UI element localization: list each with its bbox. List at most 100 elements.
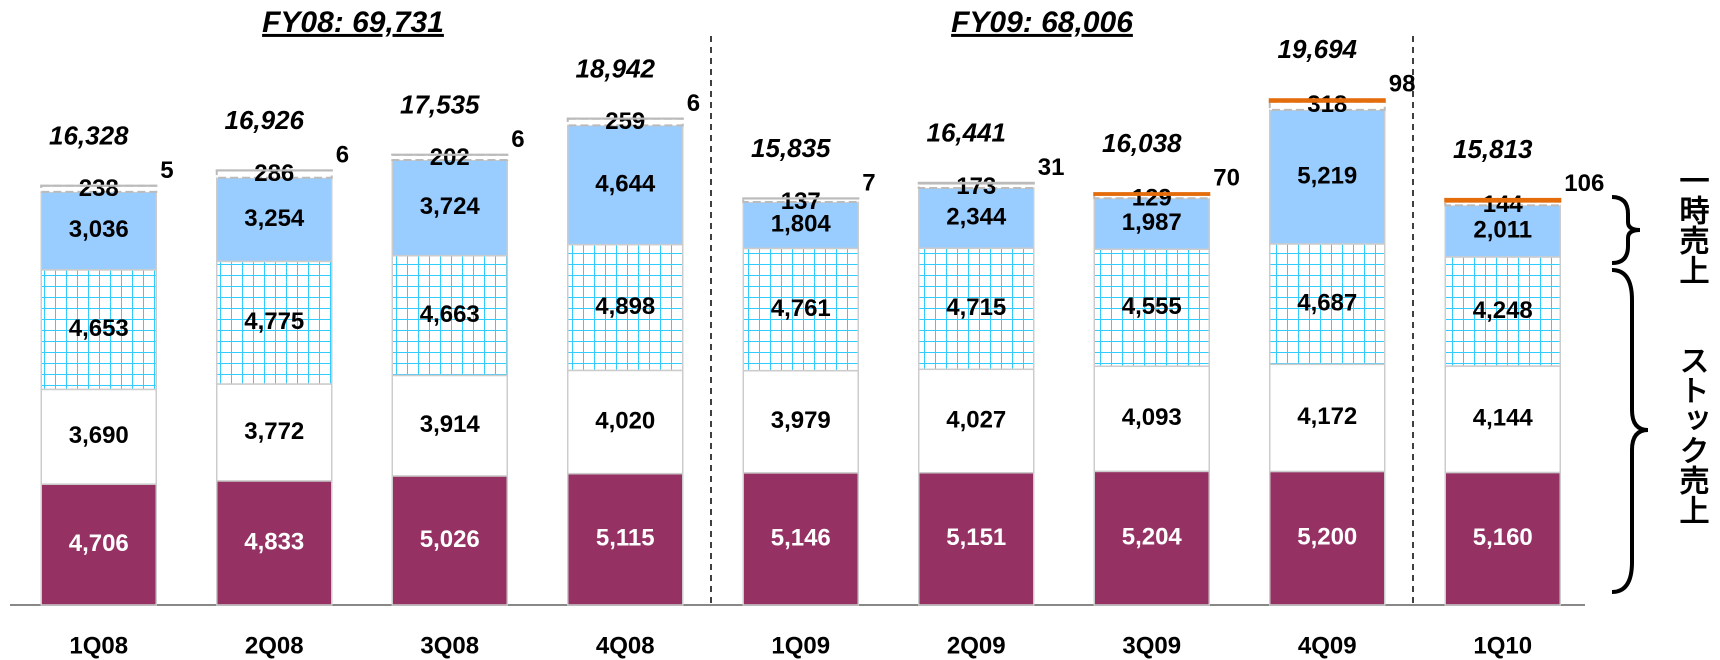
bar-segment (742, 247, 859, 372)
bar-segment (1093, 470, 1210, 606)
bar-segment (567, 243, 684, 372)
bar-segment (1444, 200, 1562, 207)
brace (1611, 195, 1641, 265)
value-label: 4,144 (1473, 405, 1534, 432)
value-label: 259 (605, 108, 645, 135)
bar-segment (918, 187, 1035, 249)
value-label: 31 (1038, 154, 1065, 181)
value-label: 7 (862, 170, 875, 197)
bar-segment (1093, 248, 1210, 367)
total-label: 15,835 (751, 133, 831, 163)
bar-segment (40, 184, 158, 193)
value-label: 202 (430, 144, 470, 171)
bar-segment (742, 369, 859, 474)
bar-segment (1444, 365, 1561, 474)
bar-segment (566, 117, 684, 127)
value-label: 4,715 (946, 294, 1006, 321)
bar-segment (918, 368, 1035, 474)
value-label: 4,833 (244, 528, 304, 555)
value-label: 3,772 (244, 418, 304, 445)
bar-segment (391, 254, 508, 377)
value-label: 286 (254, 160, 294, 187)
bar-segment (40, 269, 157, 391)
value-label: 3,036 (69, 216, 129, 243)
value-label: 6 (687, 90, 700, 117)
total-label: 16,328 (49, 121, 129, 151)
value-label: 3,724 (420, 193, 481, 220)
total-label: 16,441 (926, 118, 1006, 148)
value-label: 98 (1389, 71, 1416, 98)
bar-segment (40, 388, 157, 485)
value-label: 3,254 (244, 205, 305, 232)
value-label: 2,344 (946, 203, 1007, 230)
value-label: 6 (336, 142, 349, 169)
value-label: 5,026 (420, 526, 480, 553)
value-label: 173 (956, 173, 996, 200)
x-tick-label: 1Q10 (1473, 632, 1532, 659)
value-label: 5,204 (1122, 524, 1183, 551)
value-label: 4,027 (946, 406, 1006, 433)
value-label: 3,690 (69, 422, 129, 449)
total-label: 15,813 (1453, 134, 1533, 164)
value-label: 4,761 (771, 295, 831, 322)
value-label: 4,653 (69, 315, 129, 342)
total-label: 16,038 (1102, 128, 1182, 158)
bar-segment (216, 480, 333, 606)
bar-segment (216, 177, 333, 263)
value-label: 318 (1307, 91, 1347, 118)
bar-segment (742, 197, 860, 204)
bar-segment (391, 159, 508, 257)
value-label: 1,804 (771, 211, 832, 238)
value-label: 4,898 (595, 293, 655, 320)
value-label: 4,687 (1297, 289, 1357, 316)
brace (1611, 268, 1649, 594)
value-label: 5,200 (1297, 524, 1357, 551)
x-tick-label: 4Q08 (596, 632, 655, 659)
value-label: 5,115 (596, 525, 655, 552)
bar-segment (918, 247, 1035, 371)
value-label: 3,979 (771, 407, 831, 434)
value-label: 5,146 (771, 524, 831, 551)
value-label: 4,663 (420, 301, 480, 328)
bar-segment (1268, 98, 1386, 103)
value-label: 137 (781, 188, 821, 215)
side-label: ストック売上 (1674, 345, 1710, 525)
bar-segment (1093, 192, 1211, 196)
value-label: 5,219 (1297, 162, 1357, 189)
bar-segment (216, 383, 333, 482)
bar-segment (1269, 109, 1386, 245)
bar-segment (742, 201, 859, 250)
bar-segment (1444, 256, 1561, 367)
value-label: 238 (79, 175, 119, 202)
total-label: 19,694 (1277, 34, 1357, 64)
total-label: 17,535 (400, 90, 480, 120)
bar-segment (1444, 197, 1562, 203)
value-label: 5,160 (1473, 524, 1533, 551)
side-label: 一時売上 (1674, 165, 1710, 285)
x-tick-label: 2Q08 (245, 632, 304, 659)
bar-segment (215, 169, 333, 179)
value-label: 2,011 (1473, 216, 1532, 243)
bar-segment (1269, 470, 1386, 606)
value-label: 1,987 (1122, 209, 1182, 236)
value-label: 4,172 (1297, 403, 1357, 430)
bar-segment (40, 483, 157, 606)
x-tick-label: 1Q08 (69, 632, 128, 659)
bar-segment (1093, 193, 1211, 200)
value-label: 5 (160, 157, 173, 184)
x-tick-label: 2Q09 (947, 632, 1006, 659)
bar-segment (917, 182, 1035, 190)
value-label: 106 (1564, 170, 1604, 197)
x-tick-label: 3Q09 (1122, 632, 1181, 659)
x-tick-label: 1Q09 (771, 632, 830, 659)
bar-segment (40, 191, 157, 271)
bar-segment (742, 472, 859, 606)
value-label: 3,914 (420, 411, 481, 438)
bar-segment (567, 472, 684, 606)
value-label: 4,706 (69, 530, 129, 557)
total-label: 18,942 (575, 53, 655, 83)
group-title: FY09: 68,006 (951, 6, 1133, 39)
bar-segment (1093, 197, 1210, 251)
bar-segment (918, 471, 1035, 606)
